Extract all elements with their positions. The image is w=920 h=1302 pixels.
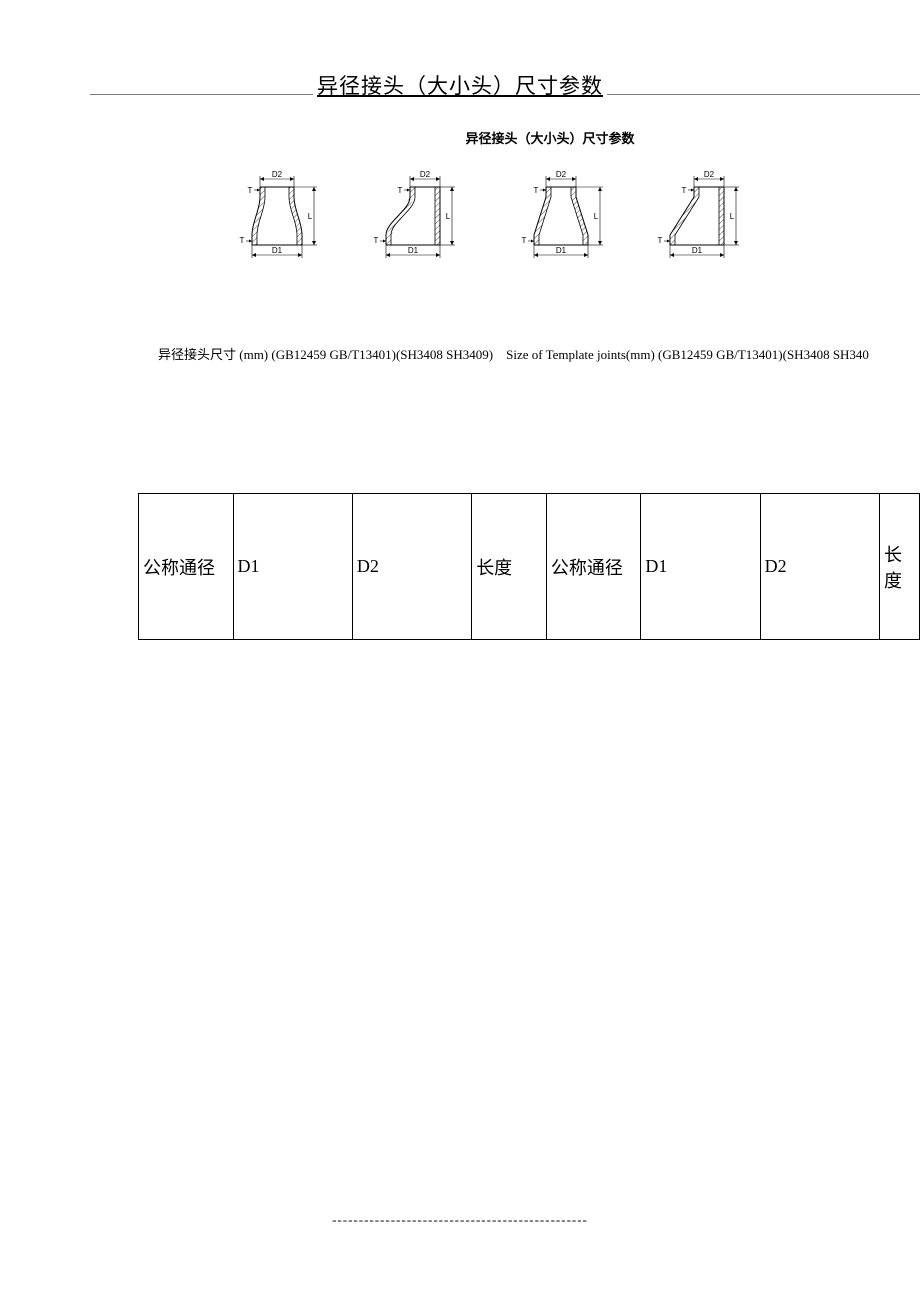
table-header-cell: D2 <box>352 494 471 640</box>
svg-text:T: T <box>682 186 687 195</box>
svg-text:D2: D2 <box>420 170 431 179</box>
table-header-cell: 长度 <box>472 494 547 640</box>
svg-text:D1: D1 <box>272 246 283 255</box>
table-header-cell: 长度 <box>880 494 920 640</box>
table-header-cell: D1 <box>641 494 760 640</box>
svg-text:D2: D2 <box>272 170 283 179</box>
svg-text:T: T <box>522 236 527 245</box>
svg-text:D2: D2 <box>556 170 567 179</box>
svg-text:T: T <box>658 236 663 245</box>
diagrams-row: D2 D1 T T L D2 D1 T T L D2 D1 T T L D2 D1 T T L <box>60 167 920 259</box>
page-title: 异径接头（大小头）尺寸参数 <box>313 70 607 100</box>
subtitle: 异径接头（大小头）尺寸参数 <box>180 128 920 147</box>
caption-en: Size of Template joints(mm) (GB12459 GB/… <box>506 347 869 362</box>
svg-text:L: L <box>730 212 735 221</box>
caption-cn: 异径接头尺寸 (mm) (GB12459 GB/T13401)(SH3408 S… <box>158 347 493 362</box>
svg-text:D2: D2 <box>704 170 715 179</box>
svg-text:D1: D1 <box>556 246 567 255</box>
svg-text:T: T <box>398 186 403 195</box>
svg-text:L: L <box>308 212 313 221</box>
svg-text:D1: D1 <box>692 246 703 255</box>
table-header-cell: D2 <box>760 494 879 640</box>
dimensions-table: 公称通径D1D2长度公称通径D1D2长度 <box>138 493 920 640</box>
svg-text:T: T <box>248 186 253 195</box>
table-container: 公称通径D1D2长度公称通径D1D2长度 <box>138 493 920 640</box>
svg-text:D1: D1 <box>408 246 419 255</box>
table-header-cell: D1 <box>233 494 352 640</box>
svg-text:T: T <box>240 236 245 245</box>
reducer-diagram-4: D2 D1 T T L <box>657 167 749 259</box>
svg-text:T: T <box>534 186 539 195</box>
table-header-cell: 公称通径 <box>546 494 641 640</box>
svg-text:L: L <box>446 212 451 221</box>
reducer-diagram-1: D2 D1 T T L <box>231 167 323 259</box>
svg-text:T: T <box>374 236 379 245</box>
footer-separator: ----------------------------------------… <box>0 1212 920 1228</box>
document-page: 异径接头（大小头）尺寸参数 异径接头（大小头）尺寸参数 D2D1TTL D2D1… <box>0 0 920 1302</box>
reducer-diagram-2: D2 D1 T T L <box>373 167 465 259</box>
caption-row: 异径接头尺寸 (mm) (GB12459 GB/T13401)(SH3408 S… <box>0 344 920 363</box>
table-header-cell: 公称通径 <box>139 494 234 640</box>
svg-text:L: L <box>594 212 599 221</box>
table-header-row: 公称通径D1D2长度公称通径D1D2长度 <box>139 494 920 640</box>
title-row: 异径接头（大小头）尺寸参数 <box>0 70 920 100</box>
reducer-diagram-3: D2 D1 T T L <box>515 167 607 259</box>
